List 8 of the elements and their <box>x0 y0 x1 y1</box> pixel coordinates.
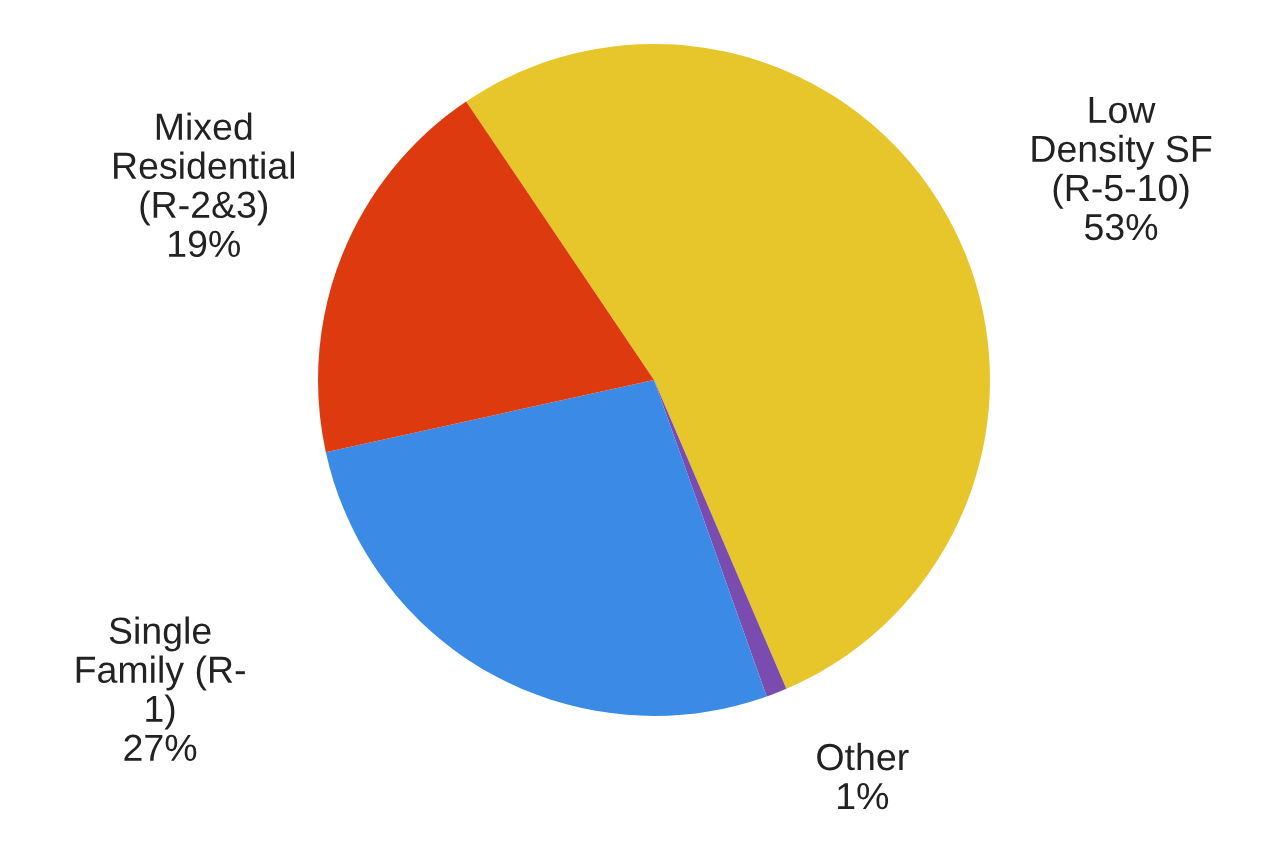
data-label: 27% <box>124 734 197 761</box>
data-label: 1% <box>838 783 889 810</box>
slice-label: Low Density SF (R-5-10) <box>1032 97 1212 209</box>
slice-label: Single Family (R- 1) <box>76 616 245 730</box>
data-label: 19% <box>169 230 240 258</box>
slice-label: Mixed Residential (R-2&3) <box>114 112 295 226</box>
slice-label: Other <box>817 742 909 771</box>
data-label: 53% <box>1085 213 1158 241</box>
